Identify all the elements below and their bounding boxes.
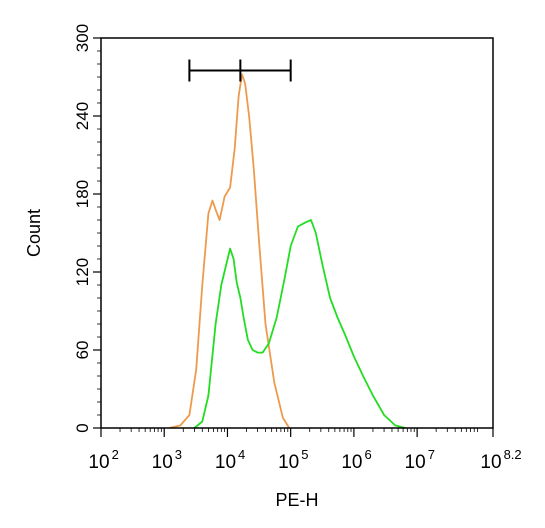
series-2-line: [193, 219, 406, 429]
x-tick-label: 10 2: [88, 447, 118, 473]
x-tick-label: 10 3: [152, 447, 182, 473]
y-tick-label: 240: [73, 102, 92, 130]
plot-frame: [100, 37, 494, 429]
x-major-ticks: 10 2 10 3 10 4 10 5 10 6 10 7 10 8.2: [88, 428, 522, 473]
x-tick-label: 10 8.2: [480, 447, 521, 473]
y-tick-label: 180: [73, 180, 92, 208]
y-tick-label: 300: [73, 24, 92, 52]
x-tick-label: 10 5: [278, 447, 308, 473]
y-tick-label: 0: [73, 423, 92, 432]
x-axis-label: PE-H: [275, 490, 318, 510]
gate-marker: [188, 59, 292, 82]
series-1-line: [168, 73, 291, 429]
series-layer: [168, 73, 406, 429]
x-tick-label: 10 6: [341, 447, 371, 473]
series-1: [168, 73, 291, 429]
y-tick-label: 120: [73, 258, 92, 286]
y-axis-label: Count: [24, 209, 44, 257]
x-tick-label: 10 7: [405, 447, 435, 473]
x-tick-label: 10 4: [215, 447, 245, 473]
y-tick-label: 60: [73, 341, 92, 360]
series-2: [193, 219, 406, 429]
y-major-ticks: 0 60 120 180 240 300: [73, 24, 101, 433]
